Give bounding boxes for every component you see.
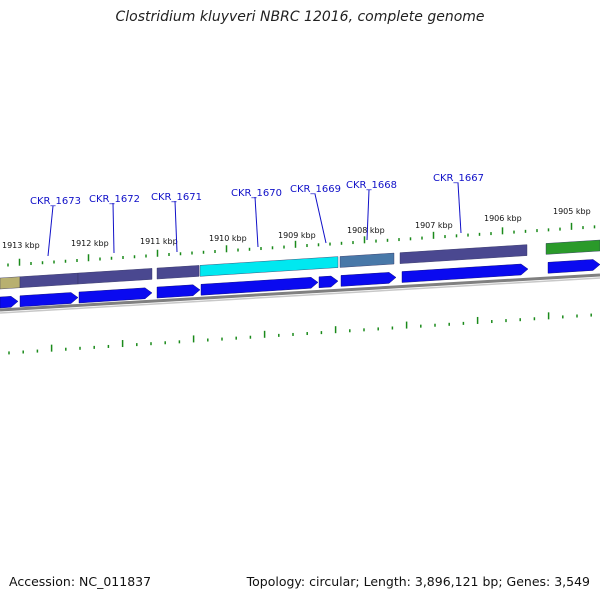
cds-arrow[interactable] <box>200 277 319 296</box>
cds-arrow[interactable] <box>340 272 397 287</box>
accession-text: Accession: NC_011837 <box>9 574 152 589</box>
kbp-label: 1908 kbp <box>347 226 385 235</box>
cds-arrow[interactable] <box>156 284 201 299</box>
protein-feature-block[interactable] <box>156 265 200 280</box>
kbp-label: 1906 kbp <box>484 214 522 223</box>
protein-feature-block[interactable] <box>199 256 339 277</box>
protein-feature-block[interactable] <box>77 268 153 285</box>
cds-arrow[interactable] <box>0 296 19 309</box>
genome-summary-text: Topology: circular; Length: 3,896,121 bp… <box>246 574 590 589</box>
gene-label[interactable]: CKR_1668 <box>346 180 397 191</box>
backbone-shadow <box>0 277 600 314</box>
gene-label[interactable]: CKR_1672 <box>89 194 140 205</box>
protein-feature-block[interactable] <box>0 276 21 290</box>
cds-arrow[interactable] <box>401 263 529 283</box>
backbone-line <box>0 273 600 312</box>
gene-label[interactable]: CKR_1671 <box>151 192 202 203</box>
gene-leader-line <box>314 193 327 244</box>
cds-arrow[interactable] <box>19 292 79 307</box>
gene-leader-line <box>47 205 54 257</box>
gene-leader-line <box>174 200 178 253</box>
kbp-label: 1907 kbp <box>415 221 453 230</box>
gene-leader-line <box>366 189 370 241</box>
cds-arrow[interactable] <box>547 259 600 274</box>
gene-label[interactable]: CKR_1670 <box>231 188 282 199</box>
protein-feature-block[interactable] <box>339 252 395 268</box>
gene-label[interactable]: CKR_1673 <box>30 196 81 207</box>
map-title: Clostridium kluyveri NBRC 12016, complet… <box>115 9 485 25</box>
protein-feature-block[interactable] <box>399 244 528 264</box>
kbp-label: 1912 kbp <box>71 239 109 248</box>
protein-feature-block[interactable] <box>19 272 79 288</box>
gene-label[interactable]: CKR_1667 <box>433 173 484 184</box>
gene-label[interactable]: CKR_1669 <box>290 184 341 195</box>
kbp-label: 1909 kbp <box>278 231 316 240</box>
kbp-label: 1905 kbp <box>553 207 591 216</box>
cds-arrow[interactable] <box>318 275 339 289</box>
kbp-label: 1911 kbp <box>140 237 178 246</box>
protein-feature-block[interactable] <box>545 239 600 255</box>
cds-arrow[interactable] <box>78 287 153 304</box>
gene-leader-line <box>457 182 462 234</box>
gene-leader-line <box>254 196 259 248</box>
kbp-label: 1913 kbp <box>2 241 40 250</box>
gene-leader-line <box>112 202 115 254</box>
kbp-label: 1910 kbp <box>209 234 247 243</box>
